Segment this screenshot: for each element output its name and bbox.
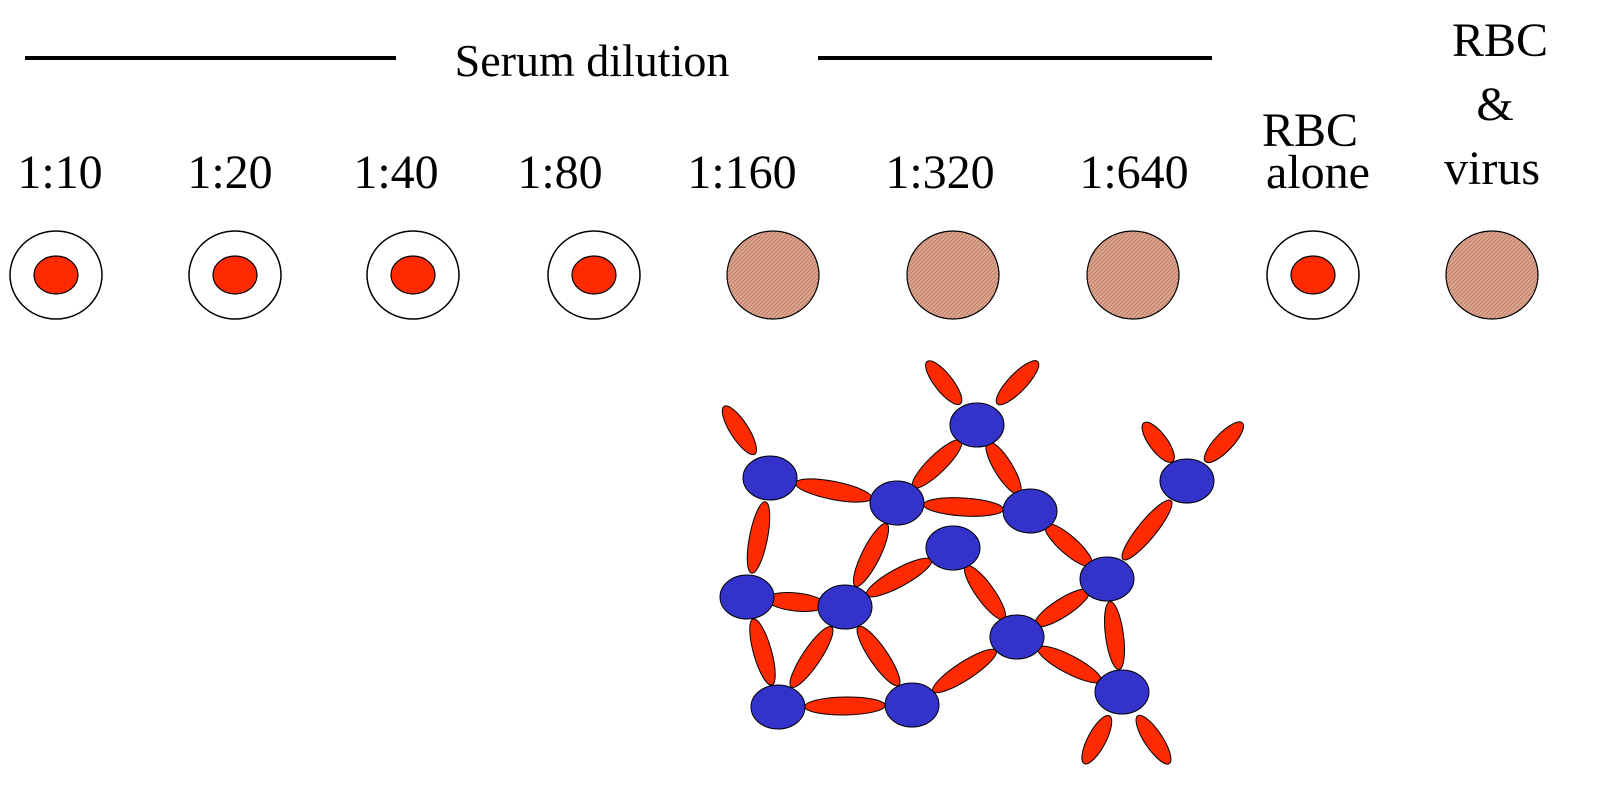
virus <box>1080 557 1134 601</box>
antibody <box>1116 495 1178 565</box>
control-label: virus <box>1444 142 1540 195</box>
agglutination-network <box>717 355 1249 768</box>
control-label: alone <box>1266 146 1370 199</box>
antibody <box>1137 418 1180 467</box>
control-label: RBC <box>1452 14 1548 67</box>
dilution-label: 1:10 <box>17 146 102 199</box>
antibody <box>1034 640 1105 689</box>
antibody <box>1076 712 1117 768</box>
rbc-button <box>34 256 78 294</box>
antibody <box>958 561 1011 625</box>
rbc-button <box>572 256 616 294</box>
virus <box>1095 670 1149 714</box>
antibody <box>851 622 906 691</box>
antibody <box>928 643 1001 699</box>
rbc-button <box>213 256 257 294</box>
well-mat <box>727 231 819 319</box>
antibody <box>991 355 1045 410</box>
virus <box>1160 459 1214 503</box>
diagram: Serum dilution 1:10 1:20 1:40 1:80 1:160… <box>0 0 1603 800</box>
well-mat <box>1087 231 1179 319</box>
dilution-label: 1:160 <box>687 146 796 199</box>
virus <box>743 456 797 500</box>
antibody <box>907 434 968 494</box>
antibody <box>923 496 1004 519</box>
dilution-label: 1:20 <box>187 146 272 199</box>
antibody <box>745 617 781 688</box>
dilution-label: 1:640 <box>1079 146 1188 199</box>
virus <box>885 683 939 727</box>
antibody <box>980 437 1027 498</box>
virus <box>926 526 980 570</box>
dilution-label: 1:320 <box>885 146 994 199</box>
page: {"header": {"title": "Serum dilution"}, … <box>0 0 1603 800</box>
antibody <box>794 474 874 507</box>
antibody <box>920 356 967 409</box>
rbc-button <box>391 256 435 294</box>
antibody <box>1101 600 1128 670</box>
antibody <box>743 500 774 575</box>
well-mat <box>1446 231 1538 319</box>
antibody <box>805 696 886 715</box>
virus <box>990 615 1044 659</box>
control-label: & <box>1476 78 1513 131</box>
antibody <box>784 622 839 692</box>
dilution-label: 1:40 <box>353 146 438 199</box>
dilution-label: 1:80 <box>517 146 602 199</box>
virus <box>1003 489 1057 533</box>
antibody <box>1199 417 1249 468</box>
section-title: Serum dilution <box>455 35 730 86</box>
virus <box>720 575 774 619</box>
rbc-button <box>1291 256 1335 294</box>
virus <box>751 685 805 729</box>
wells <box>10 231 1538 319</box>
antibody <box>766 590 827 614</box>
antibody <box>1130 711 1177 769</box>
virus <box>818 585 872 629</box>
virus <box>950 403 1004 447</box>
antibody <box>717 402 763 459</box>
well-mat <box>907 231 999 319</box>
virus <box>870 481 924 525</box>
